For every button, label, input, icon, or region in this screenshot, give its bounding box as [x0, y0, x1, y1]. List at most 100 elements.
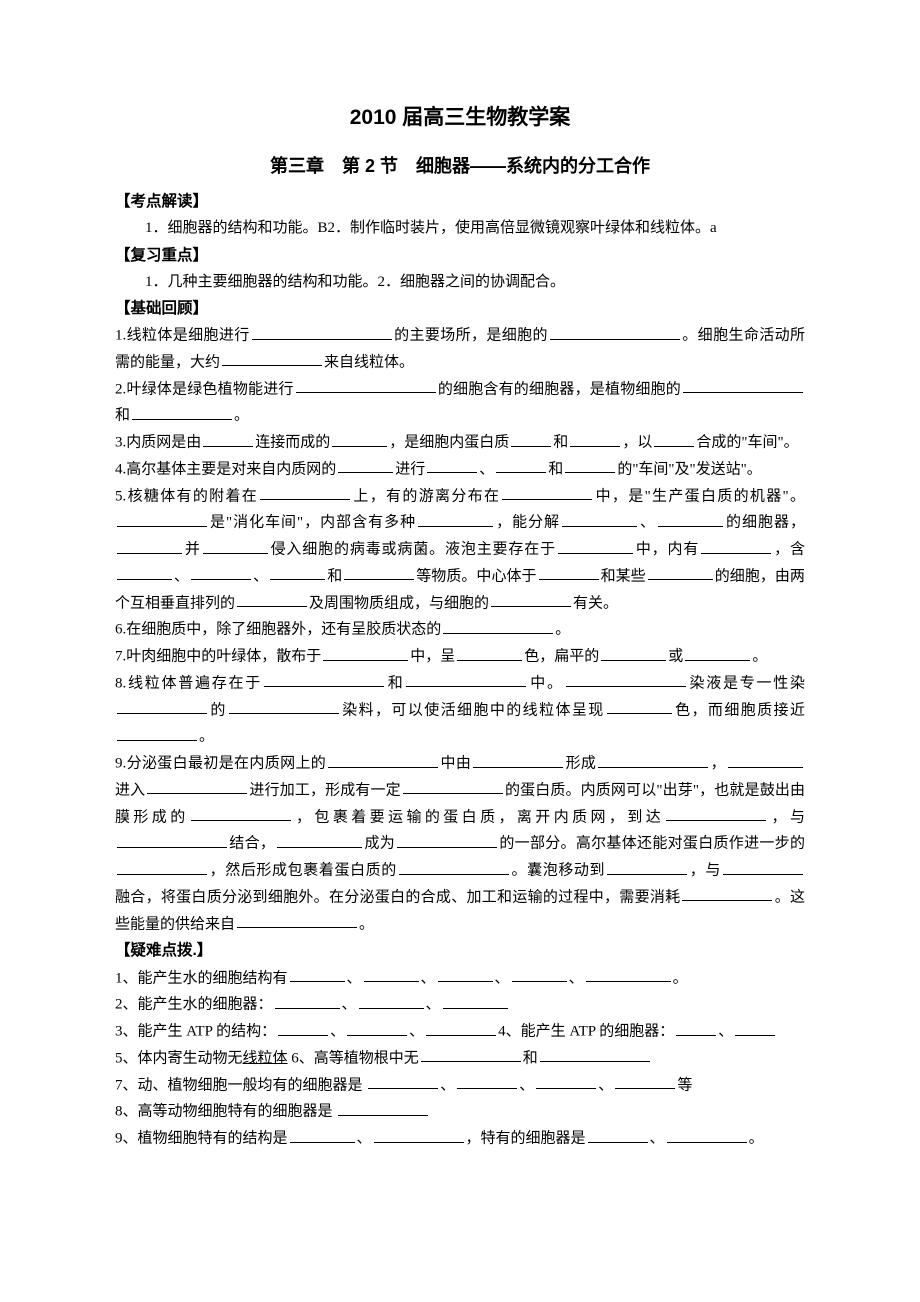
blank — [270, 563, 325, 581]
text: ，是细胞内蛋白质 — [389, 435, 509, 451]
blank — [399, 857, 509, 875]
blank — [359, 991, 424, 1009]
text: ，能分解 — [495, 515, 560, 531]
blank — [290, 965, 345, 983]
blank — [222, 349, 322, 367]
blank — [648, 563, 713, 581]
text: 是"消化车间"，内部含有多种 — [209, 515, 416, 531]
text: 合成的"车间"。 — [696, 435, 798, 451]
text: 、 — [347, 970, 362, 986]
blank — [237, 911, 357, 929]
text: 、 — [409, 1024, 424, 1040]
blank — [735, 1018, 775, 1036]
q6: 6.在细胞质中，除了细胞器外，还有呈胶质状态的 。 — [115, 616, 805, 643]
blank — [457, 643, 522, 661]
blank — [252, 322, 392, 340]
text: 。 — [673, 970, 688, 986]
blank — [540, 1045, 650, 1063]
d1: 1、能产生水的细胞结构有、、、、。 — [115, 965, 805, 992]
blank — [260, 483, 350, 501]
text: 色，而细胞质接近 — [674, 702, 805, 718]
blank — [328, 750, 438, 768]
section-2-body: 1．几种主要细胞器的结构和功能。2．细胞器之间的协调配合。 — [115, 269, 805, 295]
blank — [191, 563, 251, 581]
text: 4.高尔基体主要是对来自内质网的 — [115, 461, 336, 477]
blank — [550, 322, 680, 340]
blank — [344, 563, 414, 581]
blank — [203, 536, 268, 554]
text: 、 — [495, 970, 510, 986]
text: 上，有的游离分布在 — [352, 488, 500, 504]
blank — [443, 616, 553, 634]
text: 的主要场所，是细胞的 — [394, 328, 548, 344]
text: 。囊泡移动到 — [511, 863, 605, 879]
blank — [290, 1125, 355, 1143]
blank — [132, 402, 232, 420]
text: 、 — [342, 997, 357, 1013]
document-page: 2010 届高三生物教学案 第三章 第 2 节 细胞器——系统内的分工合作 【考… — [0, 0, 920, 1212]
text: 。 — [555, 622, 570, 638]
blank — [565, 456, 615, 474]
text: 来自线粒体。 — [324, 354, 414, 370]
q3: 3.内质网是由连接而成的，是细胞内蛋白质和，以合成的"车间"。 — [115, 429, 805, 456]
text: 中由 — [440, 756, 471, 772]
blank — [558, 536, 633, 554]
text: 9.分泌蛋白最初是在内质网上的 — [115, 756, 326, 772]
blank — [666, 804, 766, 822]
section-1-head: 【考点解读】 — [115, 188, 805, 215]
text: 、 — [479, 461, 494, 477]
text: 6.在细胞质中，除了细胞器外，还有呈胶质状态的 — [115, 622, 441, 638]
section-3-head: 【基础回顾】 — [115, 295, 805, 322]
blank — [491, 590, 571, 608]
text: 和 — [548, 461, 563, 477]
q4: 4.高尔基体主要是对来自内质网的进行、和的"车间"及"发送站"。 — [115, 456, 805, 483]
blank — [323, 643, 408, 661]
text: 。 — [199, 729, 214, 745]
text: ，与 — [689, 863, 721, 879]
text: 染料，可以使活细胞中的线粒体呈现 — [341, 702, 605, 718]
text: 5、体内寄生动物无 — [115, 1050, 243, 1066]
text: 、 — [421, 970, 436, 986]
blank — [117, 697, 207, 715]
text: 、 — [639, 515, 656, 531]
blank — [539, 563, 599, 581]
text: 、 — [440, 1077, 455, 1093]
q1: 1.线粒体是细胞进行的主要场所，是细胞的。细胞生命活动所需的能量，大约来自线粒体… — [115, 322, 805, 376]
blank — [117, 536, 182, 554]
d9: 9、植物细胞特有的结构是、，特有的细胞器是、。 — [115, 1125, 805, 1152]
text: 2.叶绿体是绿色植物能进行 — [115, 381, 294, 397]
blank — [147, 777, 247, 795]
text: ，以 — [622, 435, 652, 451]
blank — [426, 1018, 496, 1036]
text: 及周围物质组成，与细胞的 — [309, 595, 489, 611]
text: 、 — [357, 1131, 372, 1147]
blank — [229, 697, 339, 715]
text: 并 — [184, 542, 201, 558]
blank — [117, 509, 207, 527]
blank — [473, 750, 563, 768]
blank — [682, 884, 772, 902]
text: 形成 — [565, 756, 596, 772]
blank — [701, 536, 771, 554]
blank — [502, 483, 592, 501]
text: 、 — [569, 970, 584, 986]
blank — [117, 857, 207, 875]
text: 。 — [234, 408, 249, 424]
text: 7.叶肉细胞中的叶绿体，散布于 — [115, 649, 321, 665]
blank — [338, 1098, 428, 1116]
text: 和某些 — [601, 568, 646, 584]
blank — [683, 376, 803, 394]
text: 和 — [327, 568, 342, 584]
text: ，然后形成包裹着蛋白质的 — [209, 863, 397, 879]
q2: 2.叶绿体是绿色植物能进行的细胞含有的细胞器，是植物细胞的和。 — [115, 376, 805, 430]
blank — [588, 1125, 648, 1143]
d5: 5、体内寄生动物无线粒体 6、高等植物根中无和 — [115, 1045, 805, 1072]
blank — [586, 965, 671, 983]
text: 的细胞含有的细胞器，是植物细胞的 — [438, 381, 681, 397]
text: 7、动、植物细胞一般均有的细胞器是 — [115, 1077, 366, 1093]
text: 。 — [359, 916, 374, 932]
blank — [117, 723, 197, 741]
text: 和 — [523, 1050, 538, 1066]
blank — [615, 1072, 675, 1090]
text: 染液是专一性染 — [688, 675, 805, 691]
